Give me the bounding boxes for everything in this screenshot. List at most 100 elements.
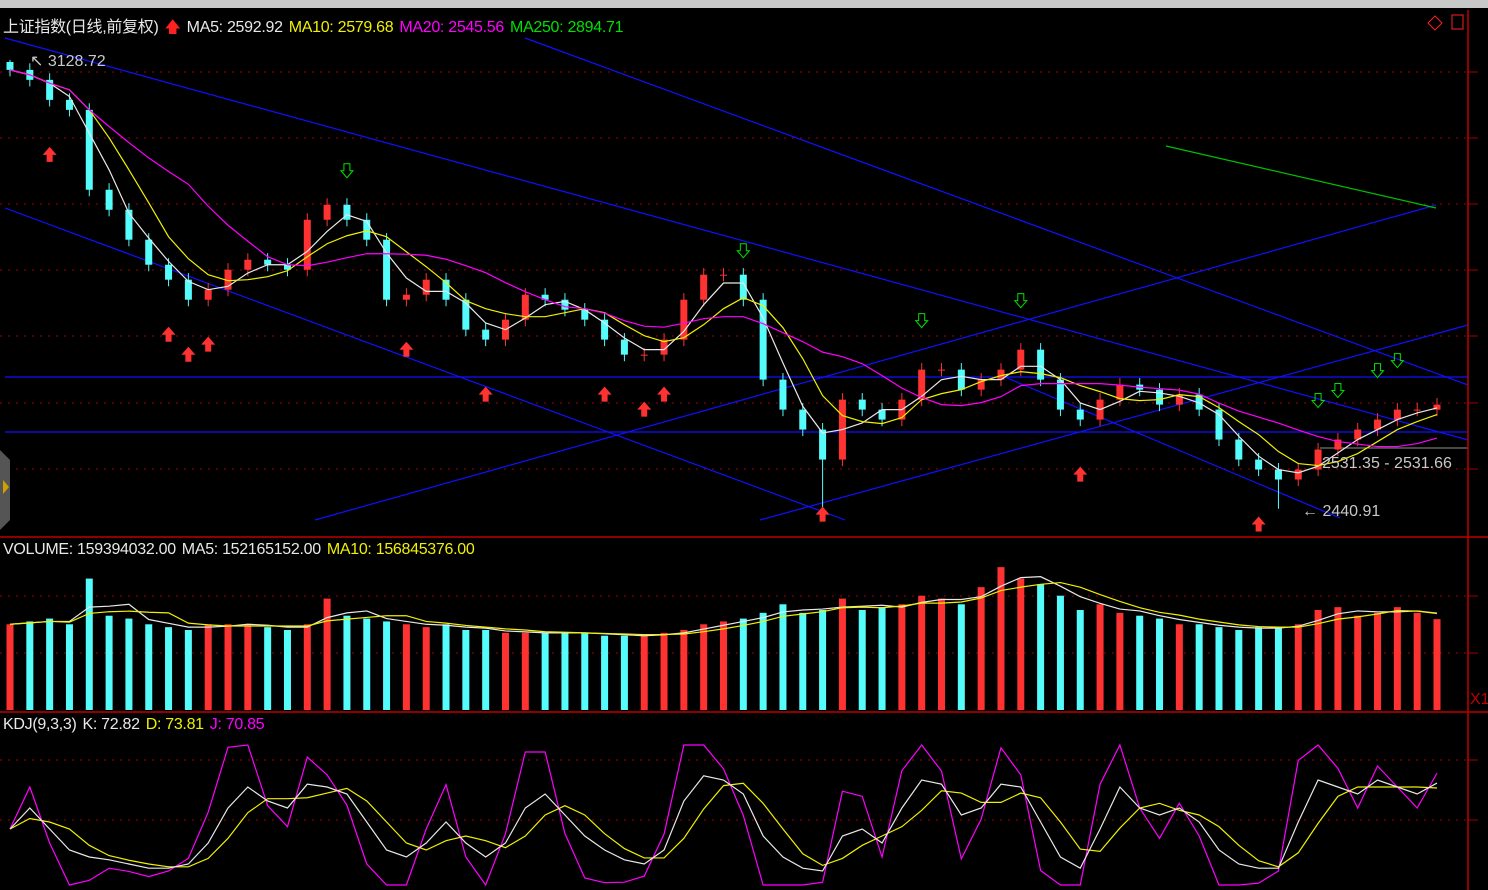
kdj-k: K: 72.82 [82, 716, 140, 733]
volume-bar [1136, 615, 1144, 710]
kdj-j: J: 70.85 [209, 716, 265, 733]
candles [6, 59, 1441, 512]
candle [1314, 449, 1322, 470]
volume-bar [26, 621, 34, 710]
sell-arrow-icon [1330, 383, 1345, 399]
volume-bar [977, 587, 985, 710]
candle [65, 99, 73, 110]
volume-bar [482, 630, 490, 710]
volume-bar [997, 567, 1005, 710]
low-value: 2440.91 [1322, 503, 1381, 520]
candle [799, 409, 807, 430]
volume-bar [680, 630, 688, 710]
buy-arrow-icon [181, 346, 196, 362]
volume-bar [1235, 630, 1243, 710]
volume-bar [1413, 612, 1421, 710]
candle [165, 264, 173, 280]
candle [6, 61, 14, 70]
candle [957, 369, 965, 390]
ma5-value: MA5: 2592.92 [186, 19, 283, 36]
trendline [524, 37, 1469, 386]
up-arrow-icon: 🡅 [164, 19, 181, 36]
volume-bar [1056, 595, 1064, 710]
volume-bar [1334, 607, 1342, 710]
buy-arrow-icon [161, 326, 176, 342]
candle [1413, 409, 1421, 411]
volume-bar [898, 604, 906, 710]
candle [1116, 384, 1124, 400]
buy-arrow-icon [657, 386, 672, 402]
candle [1056, 379, 1064, 410]
volume-ma10: MA10: 156845376.00 [326, 541, 475, 558]
ma5-line [9, 69, 1438, 474]
candle [819, 429, 827, 460]
volume-bar [363, 618, 371, 710]
volume-bar [501, 632, 509, 710]
candle [1433, 404, 1441, 410]
volume-bar [402, 624, 410, 710]
kdj-d-line [9, 782, 1438, 868]
candle [660, 339, 668, 355]
grid-lines [0, 71, 1478, 821]
volume-bar [264, 627, 272, 710]
buy-arrow-icon [637, 401, 652, 417]
candle [145, 239, 153, 265]
candle [85, 109, 93, 190]
candle [620, 339, 628, 355]
candle [997, 369, 1005, 380]
volume-bars [6, 567, 1441, 710]
candle [541, 294, 549, 300]
kdj-lines [9, 743, 1438, 887]
volume-ma5: MA5: 152165152.00 [181, 541, 321, 558]
volume-bar [1156, 618, 1164, 710]
volume-bar [6, 624, 14, 710]
volume-bar [620, 635, 628, 710]
candle [878, 409, 886, 420]
volume-bar [1116, 612, 1124, 710]
volume-ma10-line [9, 581, 1438, 636]
volume-bar [957, 604, 965, 710]
ma20-value: MA20: 2545.56 [399, 19, 504, 36]
volume-bar [1433, 619, 1441, 710]
volume-bar [1195, 624, 1203, 710]
candle [581, 309, 589, 320]
candle [1255, 459, 1263, 470]
volume-bar [442, 624, 450, 710]
candle [125, 209, 133, 240]
candle [720, 274, 727, 276]
trendline [1165, 145, 1437, 209]
restore-icon [1451, 14, 1464, 30]
candle [402, 294, 410, 300]
ma20-line [9, 69, 1438, 448]
index-title: 上证指数(日线,前复权) [3, 19, 159, 36]
candle [1354, 429, 1362, 440]
candle [700, 274, 708, 300]
candle [363, 219, 371, 240]
volume-bar [65, 624, 73, 710]
candle [739, 274, 747, 300]
buy-arrow-icon [597, 386, 612, 402]
candle [46, 79, 54, 100]
volume-bar [759, 612, 767, 710]
candle [442, 279, 450, 300]
candle [779, 379, 787, 410]
volume-ma5-line [9, 576, 1438, 637]
volume-bar [462, 630, 470, 710]
volume-bar [184, 630, 192, 710]
volume-bar [640, 635, 648, 710]
volume-bar [1354, 615, 1362, 710]
buy-arrow-icon [478, 386, 493, 402]
candle [204, 289, 212, 300]
volume-bar [561, 632, 569, 710]
volume-bar [739, 618, 747, 710]
high-value: 3128.72 [47, 53, 106, 70]
volume-bar [1274, 627, 1282, 710]
scroll-arrow-icon [3, 480, 9, 494]
volume-bar [204, 624, 212, 710]
candle [1195, 394, 1203, 410]
volume-bar [541, 632, 549, 710]
volume-bar [105, 615, 113, 710]
candle [1215, 409, 1223, 440]
volume-value: VOLUME: 159394032.00 [3, 541, 176, 558]
